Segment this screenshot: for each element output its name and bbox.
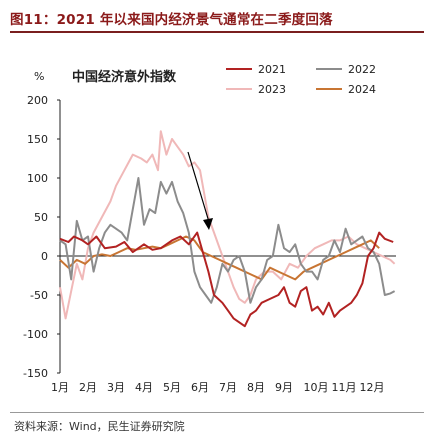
y-tick-label: -100 [23,328,48,341]
y-unit-label: % [34,70,44,83]
x-tick-label: 8月 [247,381,265,394]
y-tick-label: 0 [41,250,48,263]
x-tick-label: 7月 [219,381,237,394]
x-tick-label: 1月 [51,381,69,394]
x-tick-label: 11月 [332,381,357,394]
x-tick-label: 4月 [135,381,153,394]
legend-label-2023: 2023 [258,83,286,96]
x-tick-label: 3月 [107,381,125,394]
series-line-2022 [59,177,396,304]
down-arrow-annotation [187,151,213,230]
figure-title: 图11：2021 年以来国内经济景气通常在二季度回落 [10,12,333,28]
y-tick-label: 150 [27,133,48,146]
series-line-2023 [59,130,396,320]
series-line-2021 [59,231,394,328]
y-tick-label: 50 [34,211,48,224]
y-tick-label: 200 [27,94,48,107]
x-tick-label: 2月 [79,381,97,394]
legend-label-2022: 2022 [348,63,376,76]
legend-label-2024: 2024 [348,83,376,96]
series-line-2024 [59,235,380,281]
title-rule [10,31,424,33]
source-rule [10,412,424,413]
y-tick-label: -50 [30,289,48,302]
x-tick-label: 5月 [163,381,181,394]
source-note: 资料来源：Wind，民生证券研究院 [14,420,185,433]
x-tick-label: 9月 [275,381,293,394]
x-tick-label: 6月 [191,381,209,394]
x-tick-label: 10月 [304,381,329,394]
x-tick-label: 12月 [360,381,385,394]
y-tick-label: 100 [27,172,48,185]
chart-title: 中国经济意外指数 [72,69,177,85]
legend-label-2021: 2021 [258,63,286,76]
y-tick-label: -150 [23,367,48,380]
